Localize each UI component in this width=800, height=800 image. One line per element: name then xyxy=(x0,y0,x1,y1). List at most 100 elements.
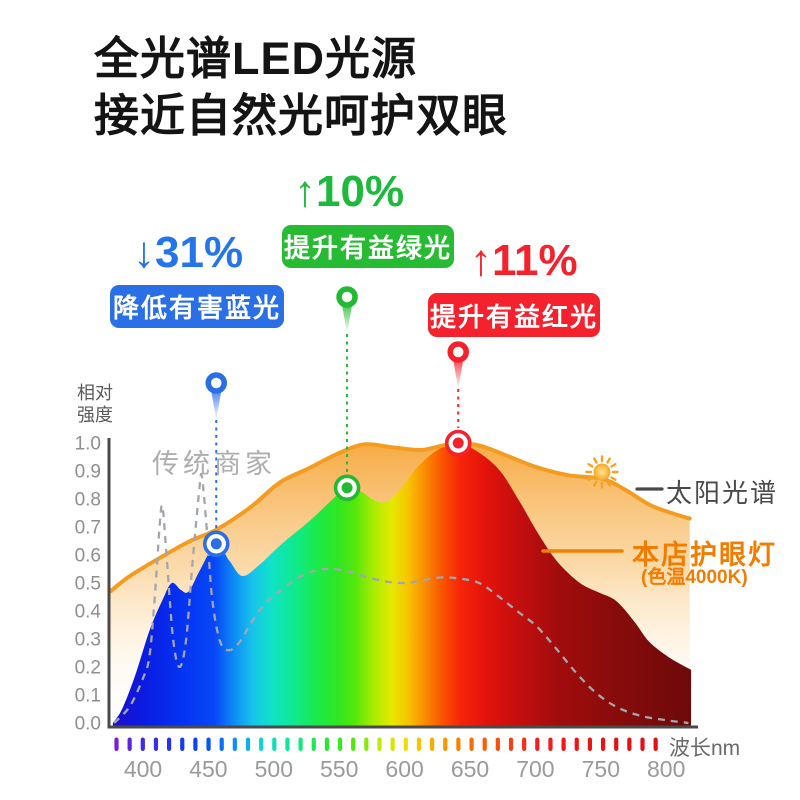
red-badge-label: 提升有益红光 xyxy=(429,301,598,332)
data-point-dot xyxy=(452,437,464,449)
color-scale-tick xyxy=(364,737,369,751)
color-scale-tick xyxy=(272,737,277,751)
sun-ray xyxy=(610,476,617,481)
x-tick-label: 450 xyxy=(189,756,227,782)
legend-lamp-label: 本店护眼灯 xyxy=(632,540,777,570)
color-scale-tick xyxy=(193,737,198,751)
color-scale-tick xyxy=(430,737,435,751)
color-scale-tick xyxy=(245,737,251,751)
x-tick-label: 650 xyxy=(451,756,489,782)
marker-annotation xyxy=(202,372,230,558)
pin-tail xyxy=(341,302,353,334)
lamp-spectrum-area xyxy=(112,442,692,727)
up-arrow-icon: ↑ xyxy=(470,236,492,285)
red-percent-value: 11% xyxy=(492,236,578,285)
color-scale-tick xyxy=(153,737,159,751)
x-tick-label: 550 xyxy=(320,756,358,782)
color-scale-tick xyxy=(140,737,145,751)
traditional-series-label: 传统商家 xyxy=(152,449,276,479)
legend-lamp-sublabel: (色温4000K) xyxy=(641,567,748,588)
color-scale-tick xyxy=(324,737,329,751)
y-axis-title-line2: 强度 xyxy=(77,405,113,425)
y-axis-title-line1: 相对 xyxy=(77,383,113,403)
color-scale-tick xyxy=(351,737,356,751)
traditional-spectrum-line xyxy=(113,472,689,725)
color-scale-tick xyxy=(614,737,619,751)
y-tick-label: 0.0 xyxy=(75,714,101,735)
y-tick-label: 0.8 xyxy=(75,490,101,511)
color-scale-tick xyxy=(600,737,606,751)
green-percent: ↑10% xyxy=(294,167,404,217)
color-scale-tick xyxy=(232,737,237,751)
blue-badge: 降低有害蓝光 xyxy=(110,285,284,328)
color-scale-tick xyxy=(548,737,553,751)
title-line-2: 接近自然光呵护双眼 xyxy=(94,90,509,141)
color-scale-tick xyxy=(167,737,172,751)
red-percent: ↑11% xyxy=(470,236,578,286)
pin-icon xyxy=(447,341,469,363)
y-tick-label: 1.0 xyxy=(75,434,101,455)
x-axis-title: 波长nm xyxy=(669,737,741,760)
color-scale-tick xyxy=(390,737,395,751)
pin-tail xyxy=(452,357,464,389)
y-tick-label: 0.1 xyxy=(75,686,101,707)
y-axis-title: 相对 强度 xyxy=(77,382,113,426)
y-tick-label: 0.7 xyxy=(75,518,101,539)
sun-ray xyxy=(593,480,598,487)
green-badge-label: 提升有益绿光 xyxy=(283,233,452,263)
sun-ray xyxy=(606,480,611,487)
color-scale-tick xyxy=(443,737,448,751)
up-arrow-icon: ↑ xyxy=(294,167,316,216)
y-tick-label: 0.4 xyxy=(75,602,102,623)
color-scale-tick xyxy=(219,737,224,751)
red-badge: 提升有益红光 xyxy=(428,293,600,337)
sun-ray xyxy=(587,463,594,468)
legend-sun-label: 太阳光谱 xyxy=(666,478,779,508)
x-tick-label: 600 xyxy=(385,756,423,782)
x-tick-label: 500 xyxy=(255,756,293,782)
color-scale-tick xyxy=(114,737,119,751)
color-scale-tick xyxy=(298,737,303,751)
title-line-1: 全光谱LED光源 xyxy=(94,33,418,84)
pin-tail xyxy=(210,388,222,420)
green-percent-value: 10% xyxy=(316,167,405,216)
color-scale-tick xyxy=(337,737,343,751)
y-tick-label: 0.3 xyxy=(75,630,101,651)
x-tick-label: 750 xyxy=(582,756,620,782)
x-tick-label: 400 xyxy=(124,756,162,782)
color-scale-tick xyxy=(259,737,264,751)
color-scale-tick xyxy=(587,737,592,751)
color-scale-tick xyxy=(127,737,132,751)
color-scale-tick xyxy=(285,737,290,751)
axes: 1.0 0.9 0.8 0.7 0.6 0.5 0.4 0.3 0.2 0.1 0.0 400 450 5… xyxy=(75,434,698,782)
pin-icon xyxy=(205,372,227,394)
color-scale-tick xyxy=(574,737,579,751)
blue-badge-label: 降低有害蓝光 xyxy=(112,293,281,323)
sun-ray xyxy=(593,457,598,464)
sun-ray xyxy=(587,476,594,481)
blue-percent-value: 31% xyxy=(155,228,244,277)
color-scale-tick xyxy=(482,737,487,751)
color-scale-tick xyxy=(627,737,632,751)
color-scale-tick xyxy=(469,737,474,751)
color-scale-tick xyxy=(311,737,316,751)
color-scale-tick xyxy=(561,737,566,751)
down-arrow-icon: ↓ xyxy=(133,228,155,277)
marker-annotation xyxy=(333,286,361,502)
color-scale-tick xyxy=(522,737,527,751)
x-tick-label: 800 xyxy=(647,756,685,782)
color-scale-tick xyxy=(206,737,211,751)
wavelength-color-scale xyxy=(114,737,658,751)
y-tick-label: 0.6 xyxy=(75,546,101,567)
sun-core xyxy=(593,463,611,481)
color-scale-tick xyxy=(495,737,500,751)
sun-ray xyxy=(606,457,611,464)
color-scale-tick xyxy=(456,737,461,751)
marker-annotation xyxy=(444,341,472,457)
sun-icon xyxy=(585,455,619,489)
color-scale-tick xyxy=(180,737,185,751)
color-scale-tick xyxy=(653,737,658,751)
color-scale-tick xyxy=(403,737,408,751)
